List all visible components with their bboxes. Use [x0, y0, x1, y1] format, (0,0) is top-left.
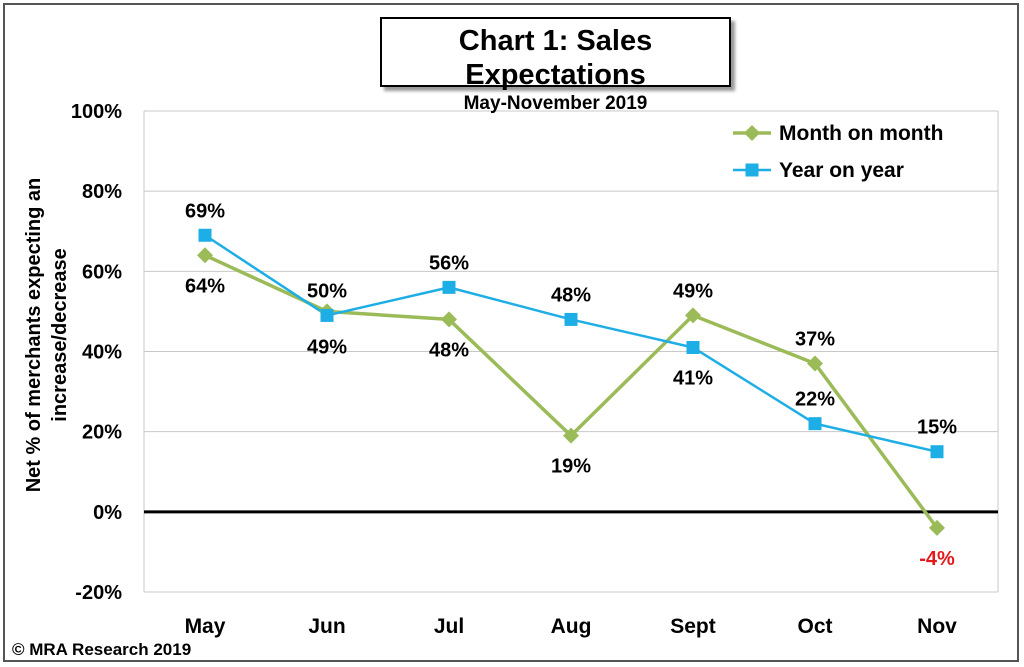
chart-title-box: Chart 1: Sales Expectations May-November… — [380, 17, 731, 114]
marker-month-on-month — [441, 311, 457, 328]
copyright-text: © MRA Research 2019 — [12, 640, 192, 659]
marker-month-on-month — [929, 519, 945, 536]
x-tick-label: Nov — [917, 615, 957, 638]
x-tick-label: May — [185, 615, 226, 638]
data-label-year-on-year: 69% — [185, 200, 225, 222]
chart-title: Chart 1: Sales Expectations — [458, 25, 653, 91]
x-tick-label: Sept — [670, 615, 716, 638]
y-tick-label: 100% — [71, 101, 122, 123]
marker-year-on-year — [686, 340, 700, 354]
marker-year-on-year — [320, 308, 334, 322]
data-label-year-on-year: 22% — [795, 389, 835, 411]
x-tick-label: Oct — [797, 615, 832, 638]
data-label-year-on-year: 49% — [307, 336, 347, 358]
y-tick-label: 20% — [82, 422, 122, 444]
marker-year-on-year — [442, 280, 456, 294]
x-tick-label: Aug — [551, 615, 592, 638]
data-label-year-on-year: 15% — [917, 417, 957, 439]
data-label-month-on-month: 19% — [551, 456, 591, 478]
y-tick-label: 0% — [93, 502, 122, 524]
data-label-month-on-month: 37% — [795, 329, 835, 351]
marker-month-on-month — [685, 307, 701, 324]
marker-month-on-month — [197, 247, 213, 264]
y-axis-title-line: Net % of merchants expecting an — [23, 178, 45, 493]
data-label-year-on-year: 56% — [429, 252, 469, 274]
marker-year-on-year — [198, 228, 212, 242]
y-axis-title: Net % of merchants expecting an increase/… — [23, 178, 71, 493]
legend-label: Month on month — [779, 122, 943, 145]
data-label-month-on-month: -4% — [919, 548, 955, 570]
marker-month-on-month — [807, 355, 823, 372]
data-label-month-on-month: 48% — [429, 339, 469, 361]
chart-frame — [3, 3, 1019, 662]
marker-month-on-month — [563, 427, 579, 444]
legend-marker — [744, 125, 760, 141]
marker-year-on-year — [564, 312, 578, 326]
x-tick-label: Jul — [434, 615, 464, 638]
y-tick-label: -20% — [75, 582, 122, 604]
marker-year-on-year — [808, 417, 822, 431]
data-label-month-on-month: 49% — [673, 280, 713, 302]
y-tick-label: 40% — [82, 342, 122, 364]
data-label-year-on-year: 50% — [307, 280, 347, 302]
x-tick-label: Jun — [308, 615, 345, 638]
marker-year-on-year — [930, 445, 944, 459]
y-tick-label: 80% — [82, 181, 122, 203]
data-label-year-on-year: 48% — [551, 284, 591, 306]
data-label-month-on-month: 64% — [185, 275, 225, 297]
legend-marker — [745, 163, 759, 177]
y-axis-title-line: increase/decrease — [49, 248, 71, 421]
y-tick-label: 60% — [82, 261, 122, 283]
chart-subtitle: May-November 2019 — [463, 93, 648, 114]
data-label-year-on-year: 41% — [673, 367, 713, 389]
legend-label: Year on year — [779, 159, 904, 182]
